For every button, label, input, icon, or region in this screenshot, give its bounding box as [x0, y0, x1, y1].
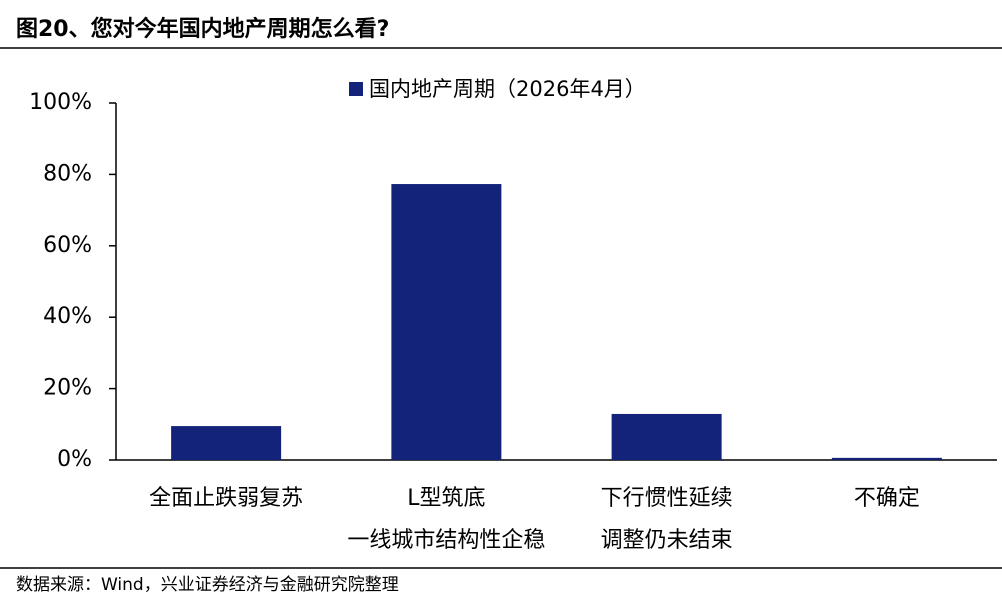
bar [391, 184, 502, 460]
bar [171, 426, 282, 460]
x-tick-label: 不确定 [854, 486, 920, 511]
y-tick-label: 40% [43, 304, 92, 329]
y-tick-label: 60% [43, 233, 92, 258]
legend-label: 国内地产周期（2026年4月） [369, 77, 646, 101]
legend-swatch [349, 82, 363, 96]
x-tick-label: 一线城市结构性企稳 [347, 528, 545, 553]
x-tick-label: L型筑底 [407, 486, 485, 511]
y-tick-label: 0% [57, 447, 92, 472]
chart-title: 图20、您对今年国内地产周期怎么看? [16, 16, 389, 42]
y-tick-label: 100% [29, 90, 92, 115]
y-tick-label: 20% [43, 376, 92, 401]
bar [611, 413, 722, 460]
bar [831, 457, 942, 460]
x-tick-label: 下行惯性延续 [601, 486, 733, 511]
y-tick-label: 80% [43, 161, 92, 186]
x-tick-label: 全面止跌弱复苏 [149, 486, 303, 511]
x-tick-label: 调整仍未结束 [601, 528, 733, 553]
source-note: 数据来源：Wind，兴业证券经济与金融研究院整理 [16, 575, 399, 595]
